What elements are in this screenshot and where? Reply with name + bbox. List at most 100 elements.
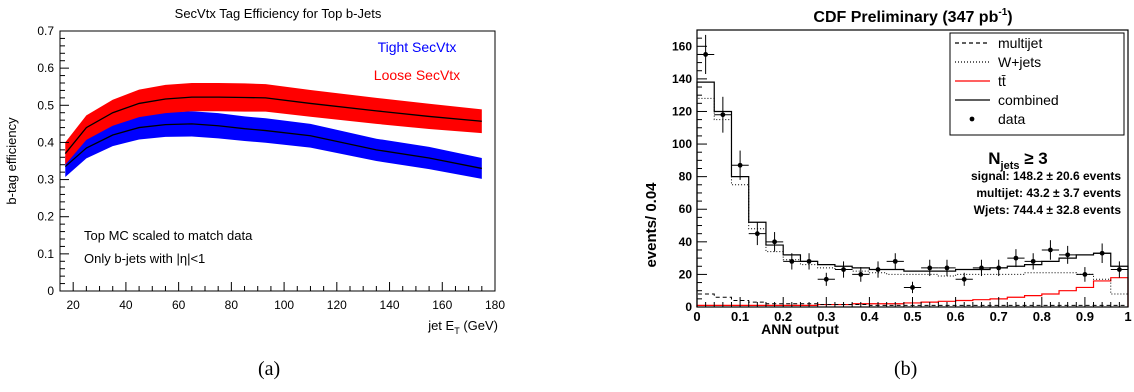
chart-b-title-sup: -1 — [998, 7, 1007, 18]
caption-a: (a) — [258, 358, 281, 380]
data-point — [892, 258, 898, 264]
data-point — [1116, 267, 1122, 272]
a-xtick-label: 100 — [274, 298, 294, 312]
data-point — [910, 285, 915, 290]
data-point — [806, 258, 812, 264]
a-xtick-label: 60 — [172, 298, 186, 312]
data-point — [720, 112, 726, 118]
data-point — [823, 276, 829, 282]
data-point — [737, 162, 743, 168]
legend-label: combined — [998, 92, 1059, 108]
a-xtick-label: 180 — [485, 298, 505, 312]
b-ytick-label: 160 — [672, 39, 692, 53]
data-point — [875, 267, 881, 272]
data-point — [961, 276, 967, 282]
a-xtick-label: 120 — [327, 298, 347, 312]
hist-wjets — [696, 97, 1129, 307]
data-point — [1099, 250, 1105, 256]
data-point — [1013, 255, 1019, 261]
data-point — [1030, 258, 1036, 264]
legend-label: multijet — [998, 35, 1042, 51]
a-xtick-label: 140 — [380, 298, 400, 312]
b-ytick-label: 60 — [679, 202, 693, 216]
chart-a-xlabel-unit: (GeV) — [460, 318, 498, 333]
b-ytick-label: 20 — [679, 267, 693, 281]
chart-b-legend: multijet W+jets tt̄ combined data — [949, 32, 1125, 136]
data-point — [858, 272, 864, 277]
annotation-eta: Only b-jets with |η|<1 — [84, 251, 205, 266]
chart-a-xlabel: jet ET (GeV) — [427, 318, 498, 336]
fit-result-multijet: multijet: 43.2 ± 3.7 events — [976, 186, 1121, 200]
chart-b-ylabel: events/ 0.04 — [643, 182, 660, 268]
b-ytick-label: 80 — [679, 170, 693, 184]
a-xtick-label: 40 — [119, 298, 133, 312]
b-xtick-label: 0.4 — [860, 309, 879, 324]
data-point — [996, 265, 1002, 271]
b-xtick-label: 0 — [693, 309, 700, 324]
hist-multijet — [696, 293, 1129, 307]
a-xtick-label: 160 — [432, 298, 452, 312]
efficiency-chart: SecVtx Tag Efficiency for Top b-Jets 0 0.… — [4, 6, 505, 336]
a-ytick-label: 0.3 — [37, 173, 54, 187]
center-line-tight — [64, 123, 482, 170]
band-tight — [65, 111, 482, 179]
b-xtick-label: 1 — [1124, 309, 1131, 324]
a-xtick-label: 80 — [225, 298, 239, 312]
data-point — [944, 265, 950, 271]
data-point — [772, 239, 777, 245]
b-ytick-label: 140 — [672, 72, 692, 86]
data-point — [1048, 247, 1053, 253]
chart-b-plot-frame — [696, 29, 1129, 308]
legend-label: W+jets — [998, 54, 1041, 70]
chart-a-title: SecVtx Tag Efficiency for Top b-Jets — [175, 6, 382, 21]
annotation-scaled: Top MC scaled to match data — [84, 228, 253, 243]
b-ytick-label: 0 — [685, 300, 692, 314]
fit-result-wjets: Wjets: 744.4 ± 32.8 events — [974, 203, 1122, 217]
b-xtick-label: 0.3 — [817, 309, 835, 324]
a-ytick-label: 0.6 — [37, 61, 54, 75]
njets-cond: ≥ 3 — [1020, 149, 1048, 168]
b-xtick-label: 0.5 — [903, 309, 921, 324]
b-xtick-label: 0.7 — [990, 309, 1008, 324]
chart-a-xlabel-sub: T — [454, 326, 460, 336]
data-point — [979, 265, 984, 271]
b-xtick-label: 0.6 — [947, 309, 965, 324]
a-ytick-label: 0.4 — [37, 135, 54, 149]
legend-label: tt̄ — [998, 73, 1006, 89]
chart-a-ylabel: b-tag efficiency — [4, 117, 19, 205]
b-xtick-label: 0.8 — [1033, 309, 1051, 324]
chart-b-title: CDF Preliminary (347 pb-1) — [813, 7, 1012, 26]
a-ytick-label: 0.1 — [37, 247, 54, 261]
a-ytick-label: 0.2 — [37, 210, 54, 224]
njets-label: Njets ≥ 3 — [988, 149, 1047, 172]
legend-label: data — [998, 111, 1025, 127]
caption-b: (b) — [894, 358, 918, 380]
center-line-loose — [64, 96, 482, 154]
b-ytick-label: 120 — [672, 104, 692, 118]
band-loose — [65, 83, 482, 165]
legend-loose: Loose SecVtx — [374, 67, 460, 83]
fit-result-signal: signal: 148.2 ± 20.6 events — [971, 169, 1121, 183]
a-ytick-label: 0.5 — [37, 98, 54, 112]
b-xtick-label: 0.9 — [1076, 309, 1094, 324]
hist-ttbar — [696, 277, 1129, 307]
data-point — [754, 231, 760, 237]
a-xtick-label: 20 — [67, 298, 81, 312]
a-ytick-label: 0 — [47, 284, 54, 298]
legend-tight: Tight SecVtx — [378, 39, 457, 55]
data-point — [927, 265, 933, 271]
data-point — [703, 52, 709, 57]
data-point — [789, 258, 795, 264]
chart-b-xlabel: ANN output — [761, 321, 839, 337]
b-ytick-label: 100 — [672, 137, 692, 151]
chart-a-plot-frame — [59, 30, 496, 292]
b-xtick-label: 0.2 — [774, 309, 792, 324]
a-ytick-label: 0.7 — [37, 24, 54, 38]
b-ytick-label: 40 — [679, 235, 693, 249]
hist-combined — [696, 81, 1129, 307]
legend-marker-data — [969, 116, 975, 122]
njets-sub: jets — [1000, 160, 1020, 172]
chart-b-title-end: ) — [1007, 9, 1012, 26]
data-point — [1082, 272, 1088, 277]
data-point — [841, 267, 846, 272]
